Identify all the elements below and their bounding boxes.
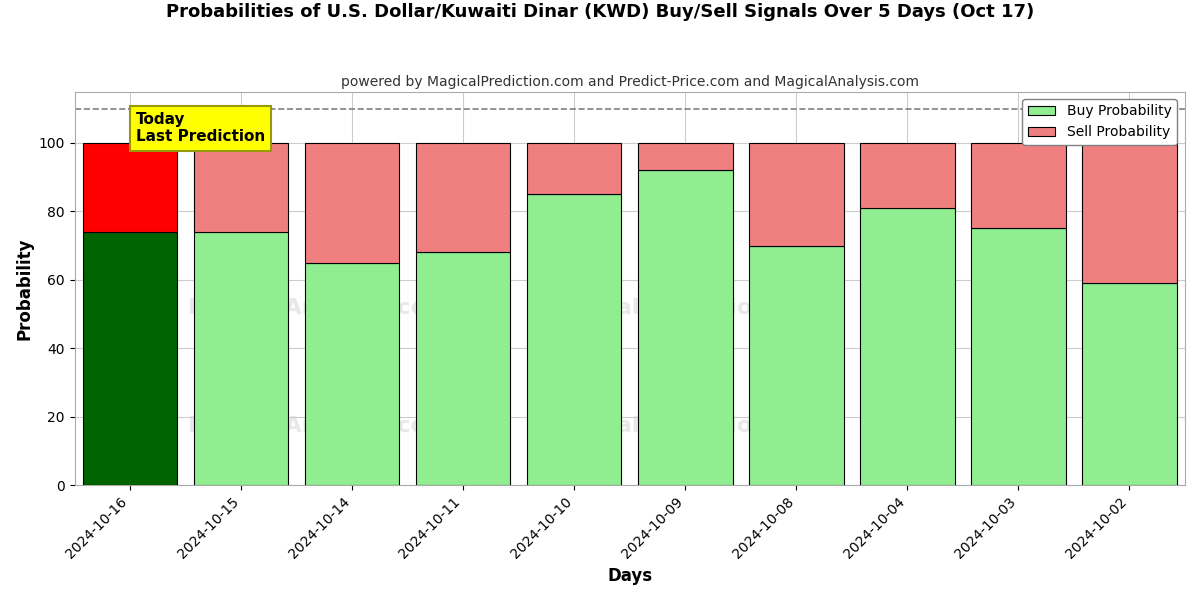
Bar (971, 143, 1066, 229)
Bar (971, 229, 1066, 485)
Text: MagicalAnalysis.com: MagicalAnalysis.com (188, 416, 450, 436)
Bar (83, 143, 178, 232)
Bar (860, 208, 955, 485)
Text: Probabilities of U.S. Dollar/Kuwaiti Dinar (KWD) Buy/Sell Signals Over 5 Days (O: Probabilities of U.S. Dollar/Kuwaiti Din… (166, 3, 1034, 21)
Bar (1082, 283, 1177, 485)
Bar (305, 143, 400, 263)
Legend: Buy Probability, Sell Probability: Buy Probability, Sell Probability (1022, 99, 1177, 145)
Bar (527, 143, 622, 194)
Text: MagicalPrediction.com: MagicalPrediction.com (542, 416, 828, 436)
Bar (749, 143, 844, 245)
Text: MagicalAnalysis.com: MagicalAnalysis.com (188, 298, 450, 318)
Text: Today
Last Prediction: Today Last Prediction (136, 112, 265, 145)
Bar (638, 143, 732, 170)
Bar (1082, 143, 1177, 283)
Bar (860, 143, 955, 208)
Bar (638, 170, 732, 485)
Bar (749, 245, 844, 485)
Text: MagicalPrediction.com: MagicalPrediction.com (542, 298, 828, 318)
Bar (83, 232, 178, 485)
Bar (527, 194, 622, 485)
Bar (194, 143, 288, 232)
Y-axis label: Probability: Probability (16, 237, 34, 340)
Bar (416, 253, 510, 485)
Bar (305, 263, 400, 485)
Title: powered by MagicalPrediction.com and Predict-Price.com and MagicalAnalysis.com: powered by MagicalPrediction.com and Pre… (341, 75, 919, 89)
Bar (194, 232, 288, 485)
Bar (416, 143, 510, 253)
X-axis label: Days: Days (607, 567, 653, 585)
